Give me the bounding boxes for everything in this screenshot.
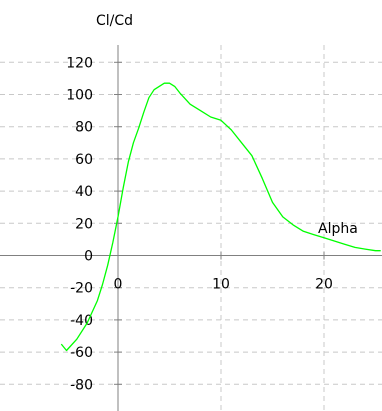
ticks: 120 100 80 60 40 20 0 -20 -40 -60 -80 0 10 20 bbox=[66, 55, 333, 393]
x-axis-label: Alpha bbox=[318, 221, 358, 237]
series bbox=[60, 82, 381, 352]
y-tick-label: -40 bbox=[70, 313, 93, 329]
y-tick-label: 80 bbox=[75, 120, 93, 136]
y-tick-label: 40 bbox=[75, 184, 93, 200]
y-axis-label: Cl/Cd bbox=[96, 13, 133, 29]
y-tick-label: 120 bbox=[66, 55, 93, 71]
y-tick-label: 0 bbox=[84, 249, 93, 265]
y-tick-label: 20 bbox=[75, 216, 93, 232]
x-tick-label: 0 bbox=[114, 277, 123, 293]
y-tick-label: -20 bbox=[70, 281, 93, 297]
axes bbox=[0, 45, 382, 411]
y-tick-label: 60 bbox=[75, 152, 93, 168]
x-tick-label: 20 bbox=[315, 277, 333, 293]
grid bbox=[0, 45, 382, 411]
series-line bbox=[60, 82, 381, 352]
y-tick-label: -60 bbox=[70, 345, 93, 361]
y-tick-label: -80 bbox=[70, 377, 93, 393]
y-tick-label: 100 bbox=[66, 88, 93, 104]
x-tick-label: 10 bbox=[212, 277, 230, 293]
